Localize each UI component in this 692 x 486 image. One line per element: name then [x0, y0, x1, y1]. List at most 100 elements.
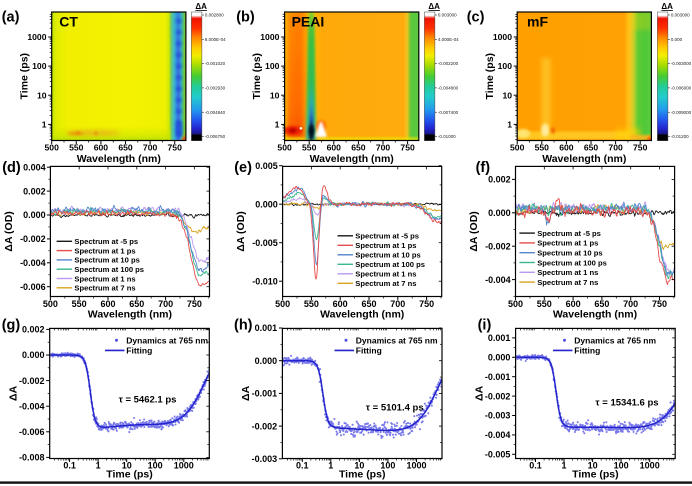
svg-text:0.1: 0.1: [296, 461, 309, 471]
svg-text:700: 700: [608, 143, 623, 153]
svg-text:1: 1: [561, 461, 566, 471]
svg-text:100: 100: [265, 61, 280, 71]
svg-text:ΔA: ΔA: [240, 385, 252, 401]
svg-text:750: 750: [652, 299, 667, 309]
svg-text:750: 750: [168, 143, 183, 153]
svg-text:-0.002: -0.002: [19, 376, 45, 386]
svg-text:-0.010: -0.010: [252, 276, 278, 286]
svg-text:Time (ps): Time (ps): [106, 469, 152, 481]
svg-text:0.000: 0.000: [671, 37, 683, 42]
svg-text:-0.009000: -0.009000: [671, 110, 692, 115]
svg-text:10: 10: [122, 461, 132, 471]
svg-text:0.000: 0.000: [488, 208, 511, 218]
svg-text:Spectrum at 1 ps: Spectrum at 1 ps: [74, 246, 135, 255]
svg-text:-0.002: -0.002: [20, 234, 46, 244]
svg-text:mF: mF: [527, 14, 548, 30]
svg-text:10: 10: [502, 90, 512, 100]
svg-text:Wavelength (nm): Wavelength (nm): [320, 309, 404, 321]
svg-text:-0.008: -0.008: [19, 453, 45, 463]
svg-text:Dynamics at 765 nm: Dynamics at 765 nm: [356, 335, 438, 345]
svg-text:(a): (a): [2, 10, 20, 26]
svg-text:700: 700: [390, 299, 405, 309]
svg-text:-0.002200: -0.002200: [438, 61, 459, 66]
svg-text:-0.005: -0.005: [485, 450, 511, 460]
svg-text:Spectrum at -5 ps: Spectrum at -5 ps: [355, 232, 419, 241]
svg-text:Spectrum at 10 ps: Spectrum at 10 ps: [355, 251, 420, 260]
svg-text:100: 100: [380, 461, 395, 471]
svg-text:Wavelength (nm): Wavelength (nm): [553, 309, 637, 321]
svg-text:PEAI: PEAI: [292, 14, 325, 30]
svg-text:500: 500: [508, 299, 523, 309]
svg-text:Spectrum at 7 ns: Spectrum at 7 ns: [74, 284, 135, 293]
svg-text:600: 600: [100, 299, 115, 309]
svg-text:(g): (g): [2, 318, 21, 334]
svg-text:(h): (h): [234, 318, 253, 334]
svg-text:100: 100: [614, 461, 629, 471]
svg-text:Spectrum at 100 ps: Spectrum at 100 ps: [355, 260, 425, 269]
svg-text:-0.003: -0.003: [485, 411, 511, 421]
svg-text:1: 1: [275, 120, 280, 130]
svg-text:500: 500: [275, 299, 290, 309]
svg-text:650: 650: [351, 143, 366, 153]
svg-text:1: 1: [42, 120, 47, 130]
svg-text:Spectrum at 7 ns: Spectrum at 7 ns: [537, 278, 598, 287]
svg-text:(d): (d): [2, 160, 21, 176]
svg-text:0.001: 0.001: [488, 333, 511, 343]
svg-text:8.000E-04: 8.000E-04: [205, 37, 226, 42]
svg-text:CT: CT: [59, 14, 78, 30]
svg-text:1000: 1000: [493, 32, 512, 42]
svg-text:-0.001020: -0.001020: [205, 61, 226, 66]
svg-text:0.000: 0.000: [255, 199, 278, 209]
svg-text:-0.003: -0.003: [252, 454, 278, 464]
svg-text:(c): (c): [467, 10, 485, 26]
svg-text:550: 550: [72, 299, 87, 309]
svg-text:100: 100: [498, 61, 513, 71]
svg-text:Time (ps): Time (ps): [18, 53, 30, 99]
svg-text:500: 500: [510, 143, 525, 153]
svg-text:600: 600: [94, 143, 109, 153]
svg-text:-0.002930: -0.002930: [205, 86, 226, 91]
svg-text:700: 700: [143, 143, 158, 153]
svg-text:Time (ps): Time (ps): [251, 53, 263, 99]
svg-text:0.003000: 0.003000: [671, 13, 690, 18]
svg-text:Wavelength (nm): Wavelength (nm): [542, 153, 626, 165]
svg-text:Spectrum at 10 ps: Spectrum at 10 ps: [74, 256, 139, 265]
svg-text:-0.004: -0.004: [485, 275, 511, 285]
svg-text:Spectrum at 100 ps: Spectrum at 100 ps: [537, 258, 607, 267]
svg-text:1000: 1000: [406, 461, 426, 471]
svg-text:-0.001: -0.001: [252, 389, 278, 399]
svg-text:1000: 1000: [27, 32, 46, 42]
svg-text:Dynamics at 765 nm: Dynamics at 765 nm: [126, 335, 208, 345]
svg-text:(i): (i): [478, 318, 492, 334]
svg-text:10: 10: [354, 461, 364, 471]
svg-text:550: 550: [537, 299, 552, 309]
svg-text:650: 650: [118, 143, 133, 153]
svg-text:(e): (e): [234, 160, 252, 176]
svg-text:10: 10: [37, 90, 47, 100]
svg-text:τ = 5101.4 ps: τ = 5101.4 ps: [366, 403, 424, 414]
svg-text:Spectrum at 1 ns: Spectrum at 1 ns: [74, 274, 135, 283]
svg-text:750: 750: [419, 299, 434, 309]
svg-text:(f): (f): [476, 160, 491, 176]
svg-text:0.001: 0.001: [255, 323, 278, 333]
svg-text:ΔA (OD): ΔA (OD): [235, 211, 247, 251]
svg-text:750: 750: [400, 143, 415, 153]
svg-text:0.002: 0.002: [22, 325, 45, 335]
svg-text:-0.001: -0.001: [485, 372, 511, 382]
svg-text:0.000: 0.000: [23, 210, 46, 220]
svg-text:ΔA: ΔA: [428, 2, 440, 11]
svg-text:Spectrum at 1 ns: Spectrum at 1 ns: [355, 270, 416, 279]
svg-text:600: 600: [559, 143, 574, 153]
svg-text:Spectrum at 100 ps: Spectrum at 100 ps: [74, 265, 144, 274]
svg-text:-0.004840: -0.004840: [205, 110, 226, 115]
svg-text:100: 100: [148, 461, 163, 471]
svg-text:τ = 15341.6 ps: τ = 15341.6 ps: [595, 398, 658, 409]
svg-text:700: 700: [623, 299, 638, 309]
svg-text:600: 600: [566, 299, 581, 309]
svg-text:Wavelength (nm): Wavelength (nm): [77, 153, 161, 165]
svg-text:650: 650: [594, 299, 609, 309]
svg-text:-0.002: -0.002: [252, 421, 278, 431]
svg-text:0.000: 0.000: [22, 350, 45, 360]
svg-text:650: 650: [584, 143, 599, 153]
svg-text:Time (ps): Time (ps): [484, 53, 496, 99]
